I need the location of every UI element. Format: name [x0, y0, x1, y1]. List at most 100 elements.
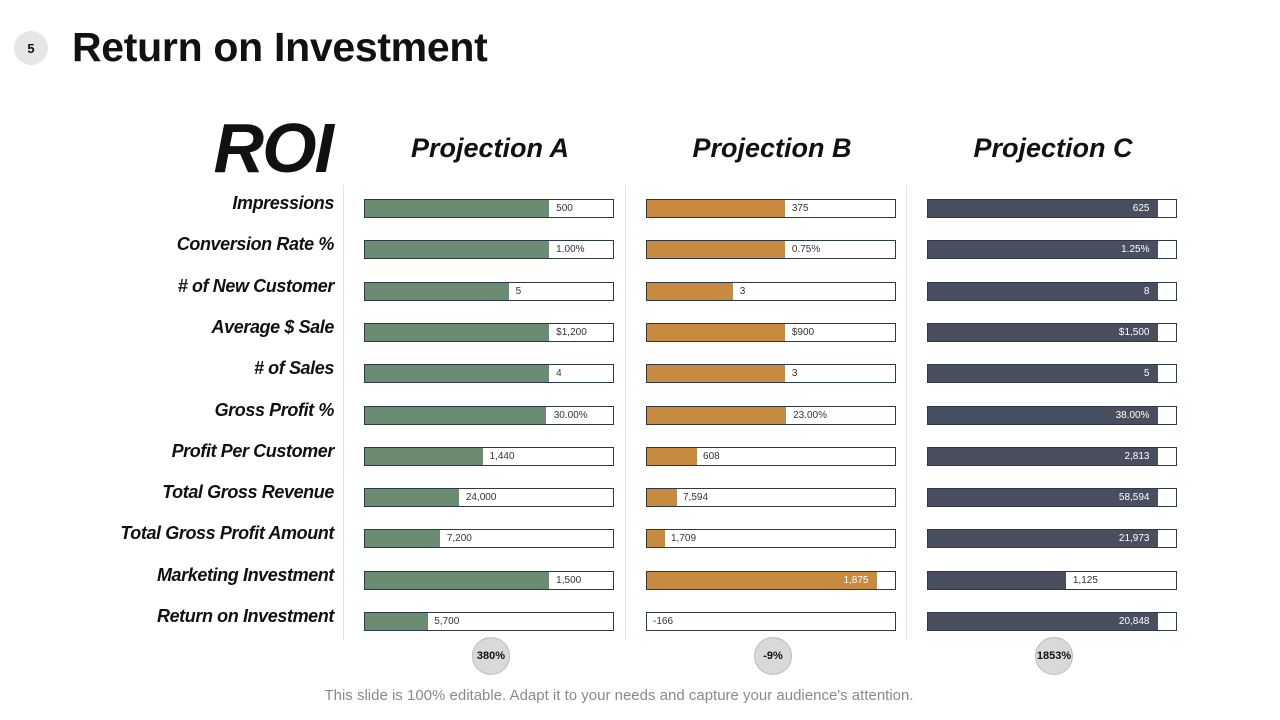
bar-track: 8 — [927, 281, 1177, 301]
bar-value-label: $1,200 — [550, 323, 593, 341]
bar — [928, 406, 1158, 424]
bar — [365, 447, 483, 465]
bar-value-label: 4 — [550, 365, 568, 383]
bar — [928, 613, 1158, 630]
row-label: Conversion Rate % — [176, 234, 335, 255]
bar — [647, 406, 786, 424]
bar-track: 375 — [646, 199, 896, 218]
bar-track: 7,200 — [364, 529, 614, 549]
bar-track: 1,125 — [927, 570, 1177, 590]
bar-value-label: 5 — [509, 282, 528, 300]
bar-track: 5 — [364, 281, 614, 301]
row-label: Total Gross Profit Amount — [120, 523, 334, 544]
slide-number: 5 — [14, 31, 48, 65]
bar-value-label: 1,709 — [665, 530, 703, 548]
bar-value-label: 375 — [785, 200, 815, 217]
bar-value-label: 5 — [1143, 368, 1150, 380]
row-label: Impressions — [232, 193, 334, 213]
row-label: Return on Investment — [156, 606, 334, 626]
bar — [928, 530, 1158, 548]
bar-value-label: 500 — [550, 200, 579, 217]
bar-track: 500 — [364, 199, 614, 218]
bar-value-label: 1.00% — [550, 241, 591, 259]
row-label: Marketing Investment — [156, 564, 334, 585]
footer-note: This slide is 100% editable. Adapt it to… — [324, 687, 914, 704]
projection-c-title: Projection C — [973, 133, 1133, 163]
row-label: # of New Customer — [177, 275, 335, 296]
bar — [928, 447, 1158, 465]
bar-track: 0.75% — [646, 240, 896, 260]
bar-track: 5,700 — [364, 612, 614, 631]
bar-value-label: 24,000 — [459, 489, 503, 507]
bar-track: 3 — [646, 364, 896, 384]
bar — [647, 489, 677, 507]
bar-track: 5 — [927, 364, 1177, 384]
bar — [928, 200, 1158, 217]
bar-track: 4 — [364, 364, 614, 384]
bar-value-label: 21,973 — [1118, 533, 1150, 545]
bar — [928, 241, 1158, 259]
bar-value-label: $900 — [785, 323, 821, 341]
projection-a-title: Projection A — [410, 133, 570, 163]
column-divider — [625, 185, 626, 640]
bar-track: $900 — [646, 322, 896, 342]
bar-track: 1,709 — [646, 529, 896, 549]
roi-heading: ROI — [213, 109, 334, 187]
bar-value-label: $1,500 — [1118, 326, 1150, 338]
bar-value-label: 23.00% — [787, 406, 834, 424]
bar-track: 21,973 — [927, 529, 1177, 549]
bar-track: 1,440 — [364, 446, 614, 466]
bar-value-label: 38.00% — [1115, 409, 1150, 421]
bar — [365, 365, 549, 383]
bar-value-label: 1,125 — [1066, 571, 1104, 589]
bar-track: 20,848 — [927, 612, 1177, 631]
bar-track: 3 — [646, 281, 896, 301]
roi-percentage-badge: 1853% — [1035, 637, 1073, 675]
bar — [365, 282, 509, 300]
bar-value-label: 1,875 — [843, 574, 869, 586]
bar-value-label: 3 — [785, 365, 804, 383]
page-title: Return on Investment — [72, 24, 488, 70]
column-divider — [343, 185, 344, 640]
bar-track: 30.00% — [364, 405, 614, 425]
bar-track: 1.25% — [927, 240, 1177, 260]
bar — [647, 571, 877, 589]
bar — [928, 365, 1158, 383]
bar — [928, 323, 1158, 341]
roi-percentage-badge: -9% — [754, 637, 792, 675]
bar-track: 1,875 — [646, 570, 896, 590]
bar — [928, 571, 1066, 589]
bar-track: $1,200 — [364, 322, 614, 342]
bar-value-label: -166 — [647, 613, 680, 630]
bar — [647, 530, 665, 548]
bar — [647, 200, 785, 217]
bar — [365, 613, 428, 630]
bar-track: 1.00% — [364, 240, 614, 260]
bar-track: 58,594 — [927, 488, 1177, 508]
bar — [928, 489, 1158, 507]
bar-track: $1,500 — [927, 322, 1177, 342]
bar — [365, 406, 547, 424]
bar-value-label: 2,813 — [1124, 450, 1150, 462]
bar-track: 1,500 — [364, 570, 614, 590]
bar-value-label: 0.75% — [785, 241, 827, 259]
bar-value-label: 3 — [733, 282, 752, 300]
bar — [365, 241, 549, 259]
bar-track: 625 — [927, 199, 1177, 218]
bar-value-label: 7,594 — [677, 489, 715, 507]
row-label: Average $ Sale — [211, 316, 335, 337]
bar-track: -166 — [646, 612, 896, 631]
bar — [647, 323, 785, 341]
bar-value-label: 1,440 — [483, 447, 521, 465]
bar-value-label: 8 — [1143, 285, 1150, 297]
bar-track: 7,594 — [646, 488, 896, 508]
bar — [365, 530, 441, 548]
column-divider — [906, 185, 907, 640]
bar — [647, 447, 697, 465]
bar-value-label: 30.00% — [547, 406, 594, 424]
bar — [647, 365, 785, 383]
row-label: # of Sales — [253, 358, 334, 379]
bar-track: 2,813 — [927, 446, 1177, 466]
bar-track: 38.00% — [927, 405, 1177, 425]
bar — [365, 200, 549, 217]
